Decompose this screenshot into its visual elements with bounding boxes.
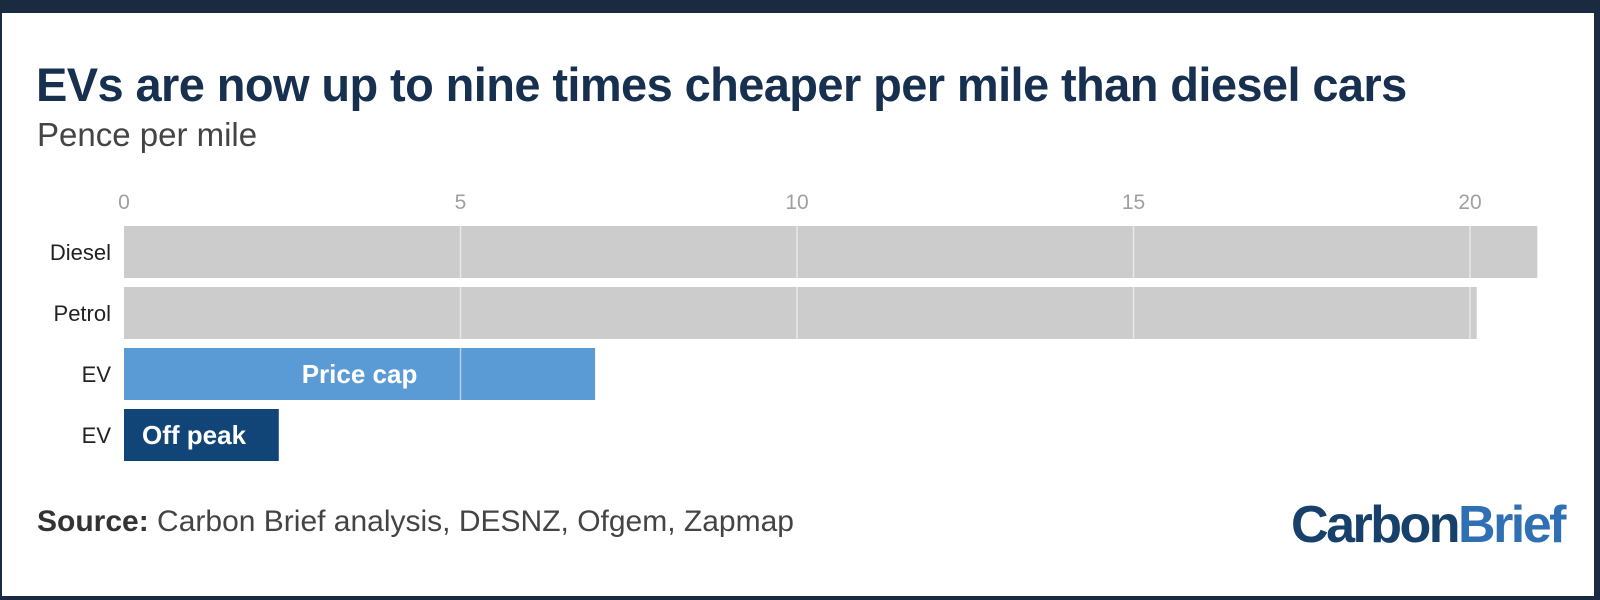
x-tick-label-20: 20 [1458, 191, 1481, 214]
chart-card: EVs are now up to nine times cheaper per… [0, 13, 1596, 598]
bar-3 [124, 348, 596, 400]
bar-chart: 0 5 10 15 20 Diesel Petrol EV EV Price cap Off pea… [50, 191, 1538, 461]
bar-4 [124, 409, 279, 461]
category-label-3: EV [82, 362, 112, 387]
source-note: Source: Carbon Brief analysis, DESNZ, Of… [37, 505, 794, 539]
logo-brief: Brief [1458, 496, 1566, 554]
source-label: Source: [37, 505, 149, 538]
logo-carbon: Carbon [1291, 496, 1461, 554]
x-tick-label-10: 10 [785, 191, 808, 214]
carbon-brief-logo[interactable]: CarbonBrief [1291, 495, 1566, 555]
category-label-4: EV [82, 423, 112, 448]
bar-1 [124, 226, 1538, 278]
category-label-1: Diesel [50, 240, 111, 265]
category-label-2: Petrol [54, 301, 111, 326]
chart-subtitle: Pence per mile [37, 116, 258, 153]
x-tick-label-15: 15 [1122, 191, 1145, 214]
x-tick-label-0: 0 [118, 191, 130, 214]
x-tick-label-5: 5 [455, 191, 467, 214]
source-text: Carbon Brief analysis, DESNZ, Ofgem, Zap… [157, 505, 794, 538]
chart-title: EVs are now up to nine times cheaper per… [36, 58, 1407, 111]
bar-label-3: Price cap [302, 359, 418, 389]
bar-label-4: Off peak [142, 420, 247, 450]
bar-2 [124, 287, 1477, 339]
